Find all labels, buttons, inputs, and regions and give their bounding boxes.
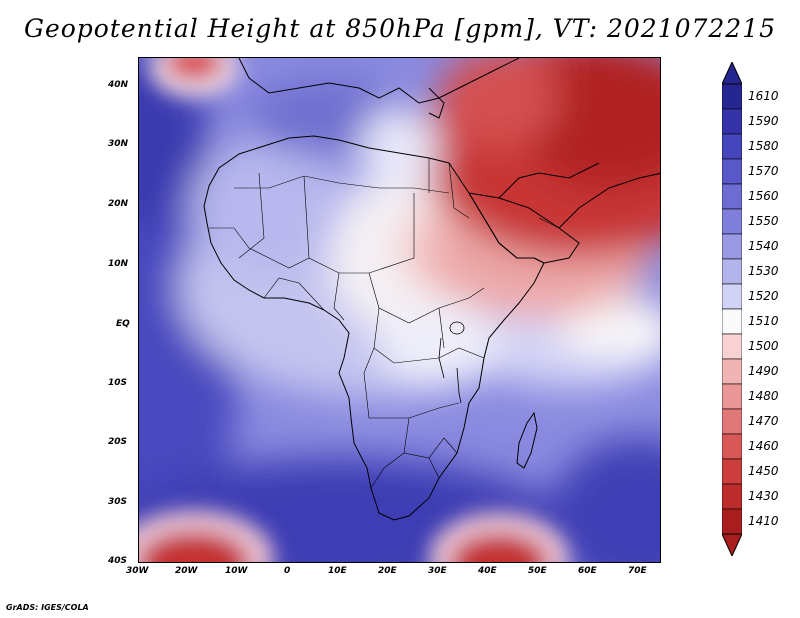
colorbar-label: 1520 [748, 288, 779, 303]
lat-tick-10n: 10N [108, 259, 129, 269]
field-lows [139, 58, 569, 562]
colorbar-bottom-arrow-icon [722, 533, 742, 556]
colorbar-label: 1450 [748, 463, 779, 478]
colorbar-swatch [722, 283, 742, 310]
colorbar-label: 1590 [748, 113, 779, 128]
map-title: Geopotential Height at 850hPa [gpm], VT:… [23, 14, 777, 43]
colorbar-swatch [722, 158, 742, 185]
colorbar-swatch [722, 508, 742, 535]
colorbar-swatch [722, 458, 742, 485]
colorbar-label: 1610 [748, 88, 779, 103]
colorbar-swatch [722, 433, 742, 460]
lat-tick-30s: 30S [108, 497, 128, 507]
colorbar-swatch [722, 308, 742, 335]
colorbar-label: 1550 [748, 213, 779, 228]
lat-tick-40s: 40S [108, 556, 128, 566]
lon-tick-50e: 50E [528, 566, 547, 576]
colorbar-swatch [722, 408, 742, 435]
colorbar-swatch [722, 483, 742, 510]
lat-tick-20s: 20S [108, 437, 128, 447]
colorbar-swatch [722, 208, 742, 235]
lon-tick-60e: 60E [578, 566, 597, 576]
lon-tick-40e: 40E [478, 566, 497, 576]
lon-tick-10w: 10W [225, 566, 248, 576]
colorbar-label: 1490 [748, 363, 779, 378]
lon-tick-0: 0 [284, 566, 291, 576]
lon-tick-20w: 20W [175, 566, 198, 576]
colorbar-swatch [722, 333, 742, 360]
colorbar-label: 1460 [748, 438, 779, 453]
field-shading [139, 58, 660, 562]
colorbar-swatch [722, 233, 742, 260]
lon-tick-30e: 30E [428, 566, 447, 576]
lat-tick-20n: 20N [108, 199, 129, 209]
colorbar-label: 1410 [748, 513, 779, 528]
colorbar-swatch [722, 258, 742, 285]
colorbar-label: 1540 [748, 238, 779, 253]
colorbar-label: 1560 [748, 188, 779, 203]
colorbar-label: 1500 [748, 338, 779, 353]
colorbar-label: 1530 [748, 263, 779, 278]
lat-tick-10s: 10S [108, 378, 128, 388]
lat-tick-40n: 40N [108, 80, 129, 90]
colorbar-swatch [722, 83, 742, 110]
colorbar-swatch [722, 383, 742, 410]
lat-tick-30n: 30N [108, 139, 129, 149]
coastlines [203, 58, 660, 521]
colorbar-label: 1470 [748, 413, 779, 428]
lon-tick-20e: 20E [378, 566, 397, 576]
map-area [138, 57, 661, 563]
lon-tick-70e: 70E [628, 566, 647, 576]
colorbar-label: 1480 [748, 388, 779, 403]
colorbar-swatch [722, 133, 742, 160]
lon-tick-30w: 30W [126, 566, 149, 576]
colorbar-label: 1510 [748, 313, 779, 328]
colorbar-label: 1570 [748, 163, 779, 178]
lat-tick-eq: EQ [116, 319, 130, 329]
lon-tick-10e: 10E [328, 566, 347, 576]
colorbar-swatch [722, 358, 742, 385]
map-svg [139, 58, 660, 562]
colorbar-label: 1580 [748, 138, 779, 153]
colorbar-label: 1430 [748, 488, 779, 503]
colorbar-swatch [722, 183, 742, 210]
lakes [438, 321, 465, 404]
colorbar [722, 62, 742, 556]
credit-text: GrADS: IGES/COLA [6, 603, 89, 612]
borders [209, 158, 560, 489]
colorbar-top-arrow-icon [722, 62, 742, 85]
colorbar-swatch [722, 108, 742, 135]
